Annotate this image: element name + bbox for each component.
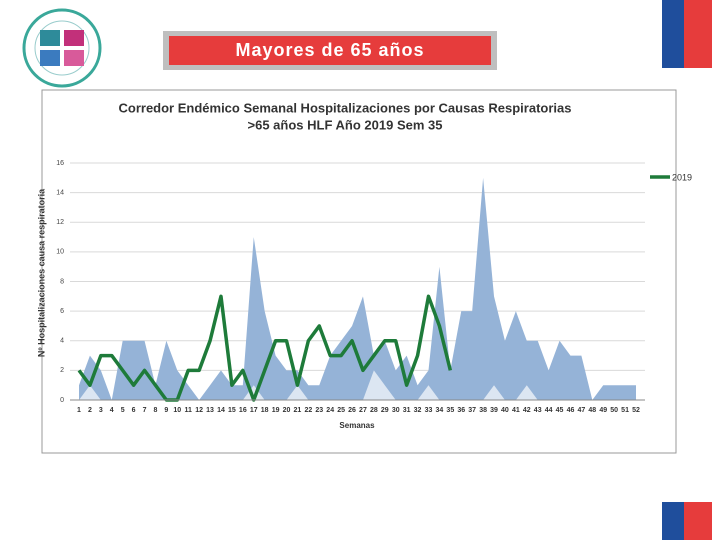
x-tick-label: 1	[77, 407, 81, 414]
x-tick-label: 51	[621, 407, 629, 414]
x-tick-label: 16	[239, 407, 247, 414]
y-tick-label: 14	[56, 189, 64, 196]
area	[79, 177, 636, 400]
x-tick-label: 17	[250, 407, 258, 414]
y-tick-label: 12	[56, 219, 64, 226]
x-tick-label: 14	[217, 407, 225, 414]
x-tick-label: 47	[577, 407, 585, 414]
x-tick-label: 26	[348, 407, 356, 414]
flag-top	[662, 0, 712, 68]
x-tick-label: 24	[326, 407, 334, 414]
x-tick-label: 30	[392, 407, 400, 414]
x-tick-label: 10	[173, 407, 181, 414]
flag-bottom	[662, 502, 712, 540]
legend-label: 2019	[672, 172, 692, 182]
x-tick-label: 42	[523, 407, 531, 414]
x-tick-label: 15	[228, 407, 236, 414]
y-tick-label: 4	[60, 338, 64, 345]
x-tick-label: 12	[195, 407, 203, 414]
y-tick-label: 2	[60, 367, 64, 374]
x-tick-label: 33	[425, 407, 433, 414]
x-tick-label: 36	[457, 407, 465, 414]
x-tick-label: 4	[110, 407, 114, 414]
x-tick-label: 29	[381, 407, 389, 414]
y-tick-label: 8	[60, 278, 64, 285]
x-tick-label: 31	[403, 407, 411, 414]
x-tick-label: 13	[206, 407, 214, 414]
x-tick-label: 40	[501, 407, 509, 414]
y-tick-label: 10	[56, 249, 64, 256]
y-tick-label: 0	[60, 397, 64, 404]
x-tick-label: 20	[283, 407, 291, 414]
y-tick-label: 6	[60, 308, 64, 315]
chart-subtitle: >65 años HLF Año 2019 Sem 35	[248, 117, 443, 132]
logo	[22, 8, 102, 88]
x-tick-label: 41	[512, 407, 520, 414]
x-tick-label: 18	[261, 407, 269, 414]
x-tick-label: 39	[490, 407, 498, 414]
x-tick-label: 22	[304, 407, 312, 414]
x-tick-label: 8	[153, 407, 157, 414]
line	[77, 294, 453, 402]
x-tick-label: 48	[588, 407, 596, 414]
x-tick-label: 35	[446, 407, 454, 414]
x-tick-label: 21	[294, 407, 302, 414]
x-tick-label: 23	[315, 407, 323, 414]
x-axis-label: Semanas	[339, 421, 375, 430]
y-axis-label: Nº Hospitalizaciones causa respiratoria	[36, 188, 46, 357]
x-tick-label: 28	[370, 407, 378, 414]
slide-title: Mayores de 65 años	[235, 40, 424, 60]
x-tick-label: 50	[610, 407, 618, 414]
chart-title: Corredor Endémico Semanal Hospitalizacio…	[119, 100, 572, 115]
x-tick-label: 45	[556, 407, 564, 414]
x-tick-label: 34	[436, 407, 444, 414]
x-tick-label: 37	[468, 407, 476, 414]
x-tick-label: 27	[359, 407, 367, 414]
x-tick-label: 25	[337, 407, 345, 414]
x-tick-label: 38	[479, 407, 487, 414]
x-tick-label: 46	[567, 407, 575, 414]
area	[79, 370, 636, 400]
y-tick-label: 16	[56, 160, 64, 167]
x-tick-label: 49	[599, 407, 607, 414]
x-tick-label: 3	[99, 407, 103, 414]
x-tick-label: 2	[88, 407, 92, 414]
x-tick-label: 32	[414, 407, 422, 414]
x-tick-label: 6	[132, 407, 136, 414]
title-box	[169, 36, 491, 65]
x-tick-label: 43	[534, 407, 542, 414]
x-tick-label: 9	[164, 407, 168, 414]
x-tick-label: 11	[185, 407, 193, 414]
x-tick-label: 52	[632, 407, 640, 414]
x-tick-label: 44	[545, 407, 553, 414]
x-tick-label: 7	[143, 407, 147, 414]
x-tick-label: 19	[272, 407, 280, 414]
x-tick-label: 5	[121, 407, 125, 414]
